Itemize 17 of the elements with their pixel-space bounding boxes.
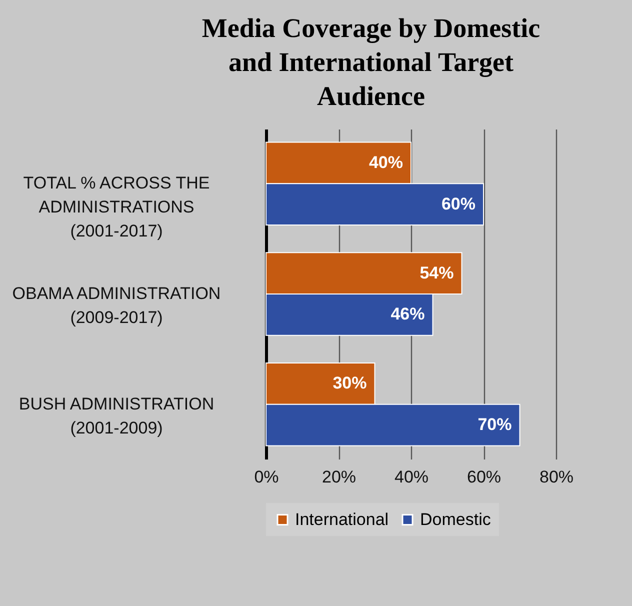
x-tick-label: 0%: [254, 468, 279, 486]
x-tick-label: 20%: [322, 468, 356, 486]
x-tick-label: 40%: [394, 468, 429, 486]
legend-label: International: [295, 510, 389, 529]
y-tick-label: TOTAL % ACROSS THE ADMINISTRATIONS (2001-2017): [23, 174, 210, 241]
data-label: 46%: [390, 304, 425, 324]
legend-label: Domestic: [420, 510, 492, 529]
y-tick-label: BUSH ADMINISTRATION (2001-2009): [18, 394, 214, 438]
x-tick-label: 80%: [539, 468, 574, 486]
y-tick-label: OBAMA ADMINISTRATION (2009-2017): [12, 284, 221, 327]
x-tick-label: 60%: [466, 468, 502, 486]
data-label: 54%: [420, 263, 454, 282]
data-label: 70%: [478, 415, 512, 434]
data-label: 40%: [368, 152, 403, 172]
data-label: 60%: [441, 194, 476, 214]
data-label: 30%: [332, 374, 367, 393]
chart-title: Media Coverage by Domestic and International Target Audience: [202, 13, 540, 111]
